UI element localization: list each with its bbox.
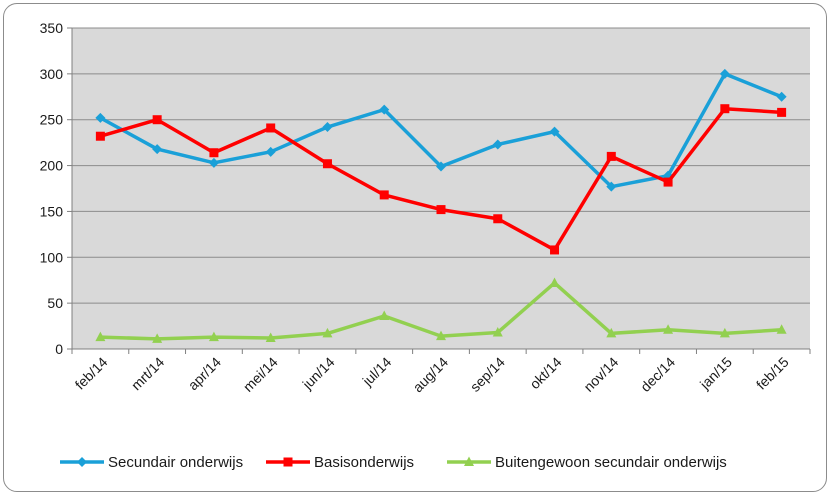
y-tick-label: 150	[40, 203, 64, 219]
data-point-series-2	[436, 205, 446, 215]
data-point-series-1	[436, 161, 446, 172]
legend-marker	[283, 457, 293, 467]
x-tick-label: aug/14	[410, 354, 452, 396]
data-point-series-1	[208, 157, 219, 168]
data-point-series-1	[719, 68, 730, 79]
data-point-series-2	[550, 245, 560, 255]
x-tick-label: jan/15	[696, 354, 735, 393]
data-point-series-2	[266, 123, 276, 133]
y-tick-label: 50	[47, 295, 63, 311]
legend-marker	[464, 456, 474, 466]
y-tick-label: 350	[40, 20, 64, 36]
data-point-series-2	[777, 107, 787, 117]
data-point-series-2	[322, 159, 332, 169]
data-point-series-2	[606, 151, 616, 161]
data-point-series-2	[720, 104, 730, 114]
y-tick-label: 100	[40, 249, 64, 265]
data-point-series-2	[379, 190, 389, 200]
data-point-series-2	[95, 131, 105, 141]
data-point-series-1	[152, 144, 163, 155]
data-point-series-3	[663, 324, 674, 334]
data-point-series-2	[663, 177, 673, 187]
y-tick-label: 0	[55, 341, 63, 357]
data-point-series-1	[549, 126, 560, 137]
data-point-series-3	[606, 327, 617, 338]
data-point-series-1	[322, 122, 333, 133]
y-tick-label: 300	[40, 66, 64, 82]
y-tick-label: 250	[40, 112, 64, 128]
data-point-series-2	[493, 214, 503, 224]
y-tick-label: 200	[40, 158, 64, 174]
x-tick-label: mei/14	[240, 354, 281, 395]
data-point-series-3	[776, 324, 787, 334]
x-tick-label: okt/14	[526, 354, 564, 392]
x-tick-label: jul/14	[359, 354, 395, 390]
data-point-series-1	[606, 181, 617, 192]
x-tick-label: nov/14	[580, 354, 621, 395]
legend-label: Secundair onderwijs	[108, 454, 243, 471]
data-point-series-3	[95, 331, 106, 342]
data-point-series-3	[322, 327, 333, 338]
data-point-series-3	[549, 277, 560, 287]
data-point-series-3	[208, 331, 219, 342]
x-tick-label: feb/15	[753, 354, 792, 393]
x-tick-label: jun/14	[299, 354, 338, 393]
x-tick-label: feb/14	[72, 354, 111, 393]
data-point-series-1	[95, 112, 106, 123]
data-point-series-3	[492, 326, 503, 337]
x-tick-label: dec/14	[637, 354, 678, 395]
data-point-series-1	[265, 146, 276, 157]
legend-label: Buitengewoon secundair onderwijs	[495, 454, 727, 471]
x-tick-label: mrt/14	[128, 354, 168, 394]
data-point-series-3	[436, 330, 446, 341]
data-point-series-3	[719, 327, 730, 338]
data-point-series-3	[265, 332, 276, 342]
data-point-series-3	[379, 310, 390, 320]
data-point-series-2	[152, 115, 162, 125]
data-point-series-2	[209, 148, 219, 158]
plot-area	[72, 28, 810, 349]
x-tick-label: sep/14	[467, 354, 508, 395]
x-tick-label: apr/14	[185, 354, 225, 394]
data-point-series-1	[492, 139, 503, 150]
legend-label: Basisonderwijs	[314, 454, 414, 471]
data-point-series-3	[152, 333, 163, 343]
data-point-series-1	[379, 104, 390, 115]
data-point-series-1	[776, 91, 787, 102]
legend-marker	[77, 457, 87, 467]
